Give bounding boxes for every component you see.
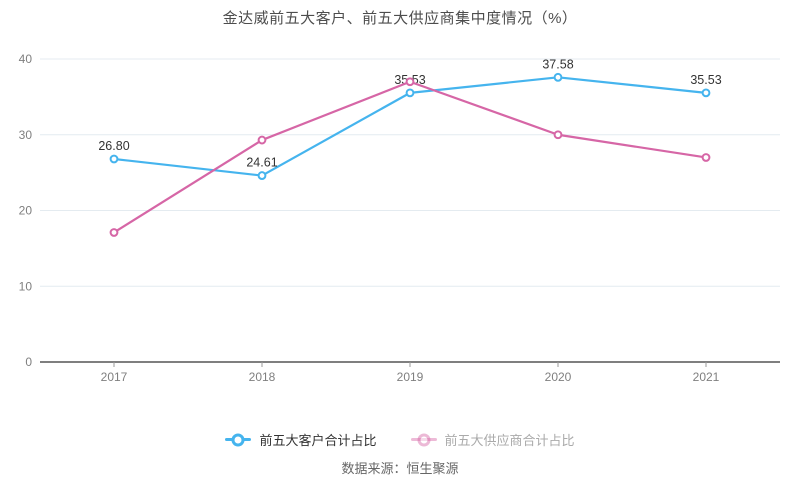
x-axis-tick-label: 2021 bbox=[693, 370, 720, 384]
value-label: 37.58 bbox=[542, 57, 573, 71]
value-label: 24.61 bbox=[246, 156, 277, 170]
suppliers-series-legend-icon bbox=[410, 433, 437, 446]
data-point[interactable] bbox=[701, 88, 711, 98]
legend-item-customers[interactable]: 前五大客户合计占比 bbox=[225, 430, 377, 449]
series-line-suppliers bbox=[112, 80, 708, 234]
chart-legend: 前五大客户合计占比 前五大供应商合计占比 bbox=[0, 430, 800, 449]
value-label: 35.53 bbox=[690, 73, 721, 87]
legend-item-suppliers[interactable]: 前五大供应商合计占比 bbox=[410, 430, 575, 449]
x-axis-tick-label: 2017 bbox=[101, 370, 128, 384]
chart-plot-area: 0 10 20 30 40 2017 2018 2019 2020 2021 26.80 24.61 3… bbox=[19, 52, 780, 384]
y-axis-tick-label: 40 bbox=[19, 52, 33, 66]
chart-title: 金达威前五大客户、前五大供应商集中度情况（%） bbox=[222, 10, 578, 27]
x-axis-tick-label: 2018 bbox=[249, 370, 276, 384]
data-point[interactable] bbox=[109, 228, 119, 237]
y-axis-tick-label: 20 bbox=[19, 204, 33, 218]
data-point[interactable] bbox=[257, 171, 267, 180]
x-axis-tick-label: 2019 bbox=[397, 370, 424, 384]
legend-label-customers: 前五大客户合计占比 bbox=[259, 433, 377, 448]
legend-label-suppliers: 前五大供应商合计占比 bbox=[444, 433, 575, 448]
y-axis-tick-label: 30 bbox=[19, 128, 33, 142]
value-label: 26.80 bbox=[98, 139, 129, 153]
data-source-note: 数据来源：恒生聚源 bbox=[341, 461, 459, 476]
data-point[interactable] bbox=[257, 135, 267, 145]
customers-series-legend-icon bbox=[225, 433, 252, 446]
data-point[interactable] bbox=[109, 154, 119, 164]
x-axis-tick-label: 2020 bbox=[545, 370, 572, 384]
data-point[interactable] bbox=[405, 77, 415, 87]
y-axis-tick-label: 10 bbox=[19, 279, 33, 293]
data-point[interactable] bbox=[553, 130, 563, 140]
data-point[interactable] bbox=[553, 72, 563, 82]
y-axis-tick-label: 0 bbox=[25, 355, 32, 369]
data-point[interactable] bbox=[405, 88, 415, 98]
data-point[interactable] bbox=[701, 153, 711, 162]
